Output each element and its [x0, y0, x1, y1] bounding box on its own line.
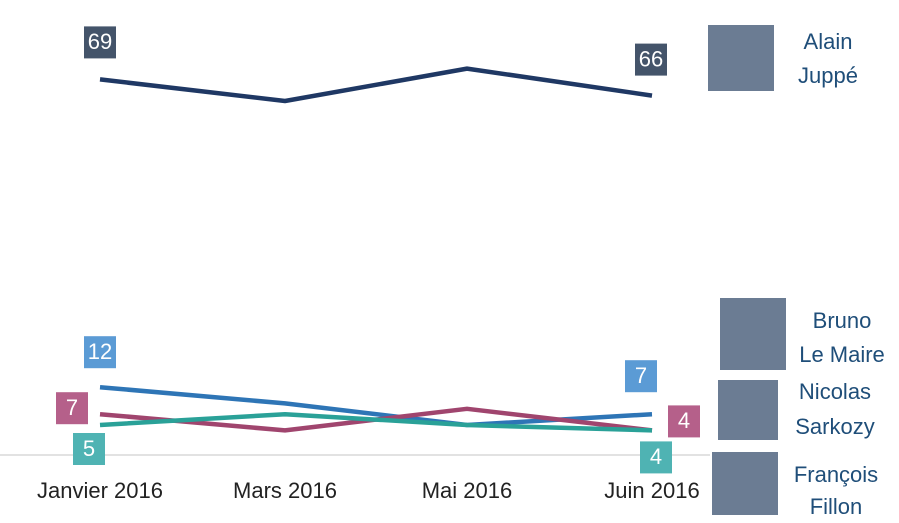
data-label-box	[56, 392, 88, 425]
data-label: 4	[678, 408, 690, 433]
data-label: 5	[83, 436, 95, 461]
data-label-box	[84, 336, 116, 369]
data-label-box	[84, 26, 116, 59]
series-line	[99, 411, 653, 433]
data-label: 12	[88, 339, 112, 364]
legend-label: Nicolas Sarkozy	[795, 379, 874, 439]
legend-photo	[712, 452, 778, 515]
legend-label: Alain Juppé	[798, 29, 858, 88]
x-tick-label: Mai 2016	[422, 478, 513, 503]
data-label: 7	[635, 363, 647, 388]
series-line	[99, 66, 653, 104]
data-label: 66	[639, 46, 663, 71]
legend-photo	[720, 298, 786, 370]
legend-photo	[708, 25, 774, 91]
legend-label: Bruno Le Maire	[799, 308, 885, 367]
data-label: 7	[66, 395, 78, 420]
data-label-box	[640, 441, 672, 474]
data-label-box	[668, 405, 700, 438]
data-label-box	[625, 360, 657, 393]
x-tick-label: Mars 2016	[233, 478, 337, 503]
data-label-box	[73, 433, 105, 465]
data-label: 4	[650, 444, 662, 469]
x-tick-label: Janvier 2016	[37, 478, 163, 503]
data-label-box	[635, 43, 667, 76]
x-tick-label: Juin 2016	[604, 478, 699, 503]
data-label: 69	[88, 29, 112, 54]
legend-photo	[718, 380, 778, 440]
legend-label: François Fillon	[794, 462, 878, 518]
